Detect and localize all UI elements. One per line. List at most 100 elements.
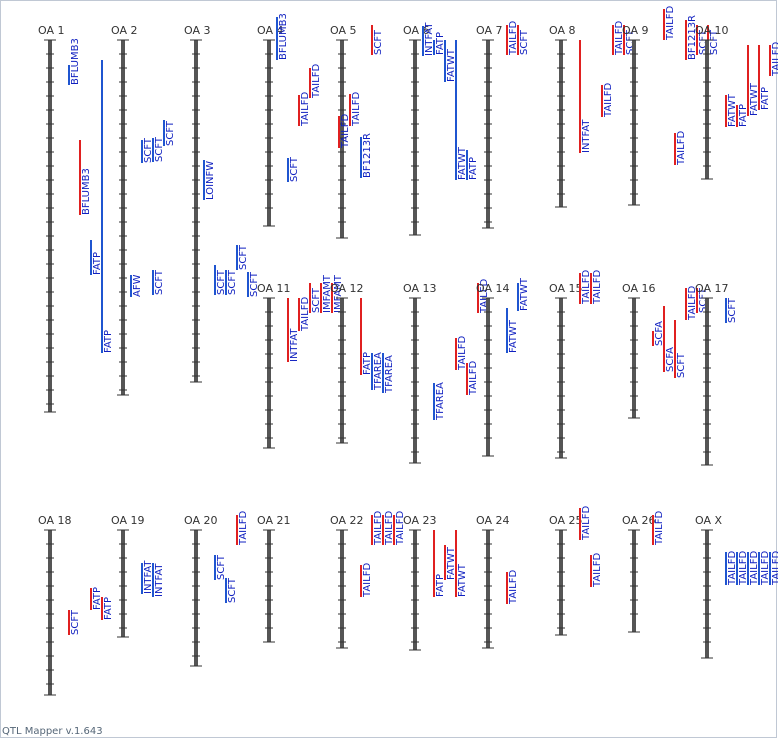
chromosome-label: OA 5	[330, 24, 357, 37]
qtl-label: FATP	[362, 352, 373, 375]
chromosome-bar	[632, 530, 636, 632]
chromosome-bar	[48, 530, 52, 695]
qtl-label: TAILFD	[300, 297, 311, 332]
qtl-label: TAILFD	[592, 270, 603, 305]
qtl-label: TAILFD	[676, 131, 687, 166]
qtl-label: TAILFD	[654, 511, 665, 546]
qtl-label: AFW	[132, 274, 143, 297]
qtl-label: SCFT	[311, 287, 322, 313]
chromosome-label: OA 26	[622, 514, 655, 527]
qtl-label: TAILFD	[687, 286, 698, 321]
qtl-label: FATP	[468, 157, 479, 180]
qtl-label: TAILFD	[581, 270, 592, 305]
qtl-label: FATWT	[457, 563, 468, 597]
qtl-label: TFAREA	[435, 382, 446, 421]
chromosome-bar	[340, 298, 344, 443]
chromosome-bar	[48, 40, 52, 412]
chromosome-label: OA 8	[549, 24, 576, 37]
qtl-label: FATP	[92, 252, 103, 275]
qtl-label: FATWT	[446, 48, 457, 82]
qtl-label: BF1213R	[362, 133, 373, 178]
qtl-label: INTFAT	[289, 328, 300, 362]
chromosome-label: OA 11	[257, 282, 290, 295]
chromosome-bar	[194, 530, 198, 666]
qtl-label: SCFT	[216, 269, 227, 295]
qtl-label: TAILFD	[665, 6, 676, 41]
chromosome-label: OA 10	[695, 24, 728, 37]
qtl-label: SCFT	[165, 120, 176, 146]
chromosome-label: OA X	[695, 514, 722, 527]
qtl-label: SCFT	[227, 269, 238, 295]
qtl-label: FATP	[103, 330, 114, 353]
qtl-label: TAILFD	[727, 551, 738, 586]
qtl-label: BFLUMB3	[278, 13, 289, 60]
qtl-label: TAILFD	[238, 511, 249, 546]
qtl-label: SCFT	[70, 609, 81, 635]
qtl-label: BF1213R	[687, 15, 698, 60]
qtl-label: SCFT	[154, 136, 165, 162]
chromosome-label: OA 13	[403, 282, 436, 295]
qtl-label: TFAREA	[384, 355, 395, 394]
chromosome-label: OA 16	[622, 282, 655, 295]
chromosome-bar	[486, 298, 490, 456]
chromosome-label: OA 14	[476, 282, 509, 295]
qtl-label: TAILFD	[457, 336, 468, 371]
chromosome-bar	[413, 298, 417, 463]
qtl-label: TAILFD	[603, 83, 614, 118]
chromosome-bar	[121, 530, 125, 637]
qtl-label: INTFAT	[424, 22, 435, 56]
chromosome-label: OA 22	[330, 514, 363, 527]
qtl-label: SCFA	[665, 347, 676, 372]
qtl-label: TAILFD	[581, 506, 592, 541]
chromosome-label: OA 1	[38, 24, 65, 37]
qtl-label: IMFAMT	[322, 274, 333, 313]
chromosome-label: OA 3	[184, 24, 211, 37]
qtl-label: TAILFD	[362, 563, 373, 598]
chromosome-bar	[340, 530, 344, 648]
qtl-label: TAILFD	[749, 551, 760, 586]
qtl-label: TAILFD	[508, 21, 519, 56]
qtl-label: SCFT	[143, 137, 154, 163]
qtl-label: FATWT	[519, 277, 530, 311]
qtl-label: TAILFD	[738, 551, 749, 586]
qtl-label: LOINFW	[205, 161, 216, 200]
qtl-label: TAILFD	[311, 64, 322, 99]
chromosome-bar	[705, 530, 709, 658]
qtl-label: BFLUMB3	[81, 168, 92, 215]
chromosome-bar	[559, 298, 563, 458]
qtl-label: SCFT	[154, 269, 165, 295]
qtl-label: SCFT	[727, 297, 738, 323]
chromosome-bar	[632, 298, 636, 418]
qtl-label: SCFT	[373, 29, 384, 55]
qtl-label: TAILFD	[614, 21, 625, 56]
chromosome-bar	[559, 530, 563, 635]
chromosome-label: OA 23	[403, 514, 436, 527]
qtl-label: FATWT	[727, 93, 738, 127]
qtl-label: INTFAT	[154, 563, 165, 597]
qtl-label: SCFT	[625, 29, 636, 55]
qtl-label: SCFT	[249, 271, 260, 297]
qtl-label: TAILFD	[771, 551, 778, 586]
chromosome-bar	[486, 530, 490, 648]
chromosome-bar	[486, 40, 490, 228]
qtl-label: TAILFD	[479, 279, 490, 314]
qtl-label: TAILFD	[300, 92, 311, 127]
qtl-label: FATP	[760, 87, 771, 110]
qtl-label: SCFT	[698, 287, 709, 313]
qtl-label: FATP	[92, 587, 103, 610]
qtl-label: FATP	[435, 574, 446, 597]
qtl-label: TAILFD	[395, 511, 406, 546]
qtl-label: FATWT	[749, 82, 760, 116]
qtl-label: SCFT	[519, 29, 530, 55]
chromosome-bar	[340, 40, 344, 238]
qtl-label: TAILFD	[351, 92, 362, 127]
chromosome-label: OA 12	[330, 282, 363, 295]
chromosome-bar	[413, 530, 417, 650]
qtl-label: INTFAT	[581, 119, 592, 153]
qtl-label: TAILFD	[771, 42, 778, 77]
qtl-label: TAILFD	[340, 114, 351, 149]
qtl-label: SCFT	[698, 29, 709, 55]
qtl-label: FATWT	[508, 319, 519, 353]
